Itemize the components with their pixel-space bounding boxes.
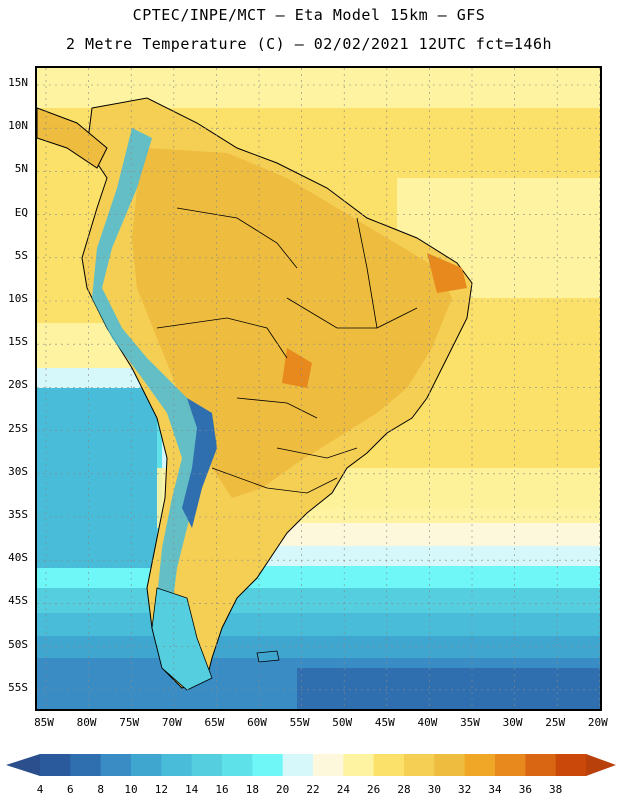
falkland-islands — [256, 650, 280, 663]
lon-label: 45W — [374, 716, 395, 729]
colorbar-tick-label: 4 — [36, 783, 44, 796]
hot-spot-pantanal — [282, 348, 312, 388]
lon-label: 50W — [332, 716, 353, 729]
colorbar-tick-label: 8 — [97, 783, 104, 796]
lat-label: 35S — [8, 508, 28, 521]
colorbar-tick-label: 14 — [185, 783, 199, 796]
colorbar-tick-label: 30 — [427, 783, 441, 796]
colorbar-low-arrow — [6, 754, 40, 776]
lat-label: 50S — [8, 637, 28, 651]
hot-spot-northeast — [427, 253, 467, 293]
map-title: CPTEC/INPE/MCT – Eta Model 15km – GFS — [132, 6, 486, 24]
colorbar-tick-label: 34 — [488, 783, 502, 796]
colorbar-swatch — [282, 754, 314, 776]
lon-label: 35W — [460, 716, 480, 729]
lon-label: 75W — [119, 716, 140, 729]
lon-label: 60W — [247, 716, 267, 729]
andes-cold-band — [92, 128, 207, 628]
patagonia — [151, 587, 213, 691]
lat-label: 10N — [8, 119, 28, 133]
colorbar-swatch — [434, 754, 466, 776]
colorbar-tick-label: 36 — [518, 783, 532, 796]
lat-label: EQ — [14, 205, 28, 219]
andes-coldest — [182, 398, 217, 528]
colorbar-swatch — [343, 754, 375, 776]
lat-label: 20S — [8, 378, 28, 392]
colorbar-swatch — [404, 754, 435, 776]
colorbar-swatch — [70, 754, 102, 776]
lat-label: 5N — [14, 162, 28, 176]
colorbar-tick-label: 12 — [154, 783, 168, 796]
colorbar-swatch — [100, 754, 132, 776]
colorbar-swatch — [313, 754, 344, 776]
colorbar-swatch — [525, 754, 557, 776]
lon-label: 30W — [502, 716, 523, 729]
colorbar-swatch — [252, 754, 284, 776]
colorbar-tick-label: 28 — [397, 783, 411, 796]
lat-label: 5S — [14, 248, 28, 262]
colorbar-tick-label: 16 — [215, 783, 229, 796]
lat-label: 15S — [8, 335, 28, 349]
colorbar-high-arrow — [586, 754, 616, 776]
lon-label: 80W — [76, 716, 97, 729]
colorbar-tick-label: 20 — [276, 783, 290, 796]
colorbar-swatch — [161, 754, 193, 776]
colorbar-tick-label: 22 — [306, 783, 320, 796]
colorbar-tick-label: 6 — [67, 783, 74, 796]
colorbar-tick-label: 24 — [336, 783, 350, 796]
colorbar-swatch — [555, 754, 587, 776]
map-subtitle: 2 Metre Temperature (C) – 02/02/2021 12U… — [65, 35, 553, 53]
colorbar-swatch — [131, 754, 162, 776]
central-america — [37, 107, 108, 169]
warm-interior — [132, 148, 452, 498]
lat-lon-grid — [37, 68, 600, 709]
colorbar-swatch — [373, 754, 405, 776]
colorbar-swatch — [222, 754, 253, 776]
colorbar-tick-label: 26 — [367, 783, 381, 796]
country-borders — [156, 207, 418, 494]
lat-label: 10S — [8, 292, 28, 305]
colorbar-tick-label: 38 — [549, 783, 563, 796]
colorbar-swatch — [40, 754, 71, 776]
lat-label: 25S — [8, 421, 28, 435]
colorbar-tick-label: 18 — [245, 783, 259, 796]
lon-label: 85W — [34, 716, 54, 729]
colorbar-swatch — [191, 754, 223, 776]
lat-label: 30S — [8, 464, 28, 478]
ocean-humboldt — [37, 388, 157, 568]
lat-label: 45S — [8, 594, 28, 608]
lon-label: 55W — [289, 716, 310, 729]
colorbar-swatch — [495, 754, 526, 776]
temperature-colorbar — [6, 754, 616, 776]
lat-label: 55S — [8, 680, 28, 694]
ocean-band-north — [37, 68, 600, 108]
temperature-field — [37, 68, 600, 709]
colorbar-tick-label: 10 — [124, 783, 138, 796]
lat-label: 15N — [8, 76, 28, 89]
lon-label: 70W — [161, 716, 182, 729]
colorbar-tick-label: 32 — [458, 783, 472, 796]
lon-label: 40W — [417, 716, 438, 729]
ocean-band-polar4 — [297, 668, 600, 709]
colorbar-swatch — [464, 754, 496, 776]
lon-label: 25W — [545, 716, 566, 729]
lon-label: 20W — [587, 716, 608, 729]
temperature-map — [35, 66, 602, 711]
lon-label: 65W — [204, 716, 225, 729]
lat-label: 40S — [8, 551, 28, 565]
